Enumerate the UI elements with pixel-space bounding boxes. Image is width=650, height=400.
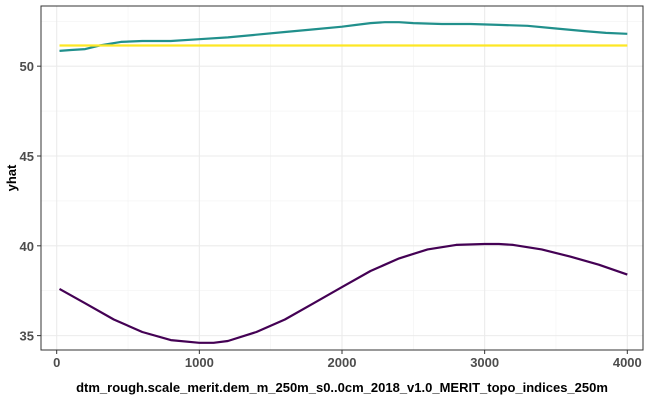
series-line-2 (59, 21, 628, 52)
grid-lines (41, 6, 643, 350)
series-line-1 (58, 242, 628, 344)
y-tick-label: 35 (20, 329, 34, 344)
x-axis-ticks: 0 1000 2000 3000 4000 (53, 350, 642, 370)
x-tick-label: 3000 (470, 355, 499, 370)
y-axis-title: yhat (4, 164, 19, 191)
y-tick-label: 45 (20, 149, 34, 164)
x-tick-label: 1000 (185, 355, 214, 370)
x-tick-label: 0 (53, 355, 60, 370)
y-tick-label: 50 (20, 59, 34, 74)
x-tick-label: 4000 (613, 355, 642, 370)
series-lines (58, 21, 628, 344)
y-tick-label: 40 (20, 239, 34, 254)
y-axis-ticks: 35 40 45 50 (20, 59, 41, 344)
x-axis-title: dtm_rough.scale_merit.dem_m_250m_s0..0cm… (76, 380, 608, 395)
x-tick-label: 2000 (328, 355, 357, 370)
